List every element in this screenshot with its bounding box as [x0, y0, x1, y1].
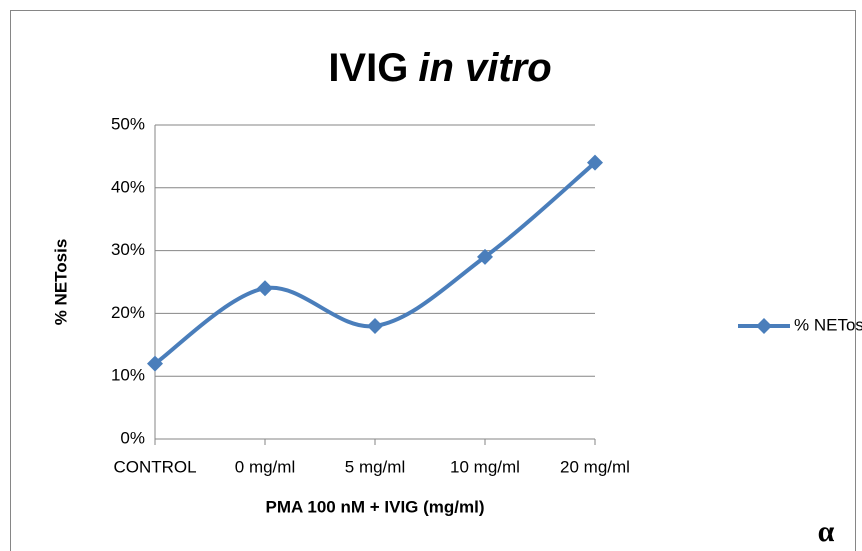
x-tick-label: CONTROL	[113, 457, 196, 476]
y-axis-label: % NETosis	[51, 239, 70, 326]
marker	[367, 317, 383, 334]
y-tick-label: 10%	[111, 366, 145, 385]
title-part: in vitro	[418, 46, 551, 90]
x-tick-label: 20 mg/ml	[560, 457, 630, 476]
marker	[587, 154, 603, 171]
y-tick-label: 50%	[111, 114, 145, 133]
marker	[257, 280, 273, 297]
x-tick-label: 5 mg/ml	[345, 457, 405, 476]
chart-title: IVIG in vitro	[328, 46, 551, 90]
x-axis-label: PMA 100 nM + IVIG (mg/ml)	[266, 497, 485, 516]
y-tick-label: 40%	[111, 177, 145, 196]
chart-border	[10, 10, 856, 551]
legend-marker	[756, 318, 772, 334]
x-tick-label: 0 mg/ml	[235, 457, 295, 476]
marker	[147, 355, 163, 372]
legend-label: % NETosis	[794, 315, 862, 334]
title-part: IVIG	[328, 46, 408, 90]
y-tick-label: 30%	[111, 240, 145, 259]
y-tick-label: 20%	[111, 303, 145, 322]
marker	[477, 248, 493, 265]
y-tick-label: 0%	[120, 428, 145, 447]
annotation: α	[818, 515, 835, 548]
x-tick-label: 10 mg/ml	[450, 457, 520, 476]
